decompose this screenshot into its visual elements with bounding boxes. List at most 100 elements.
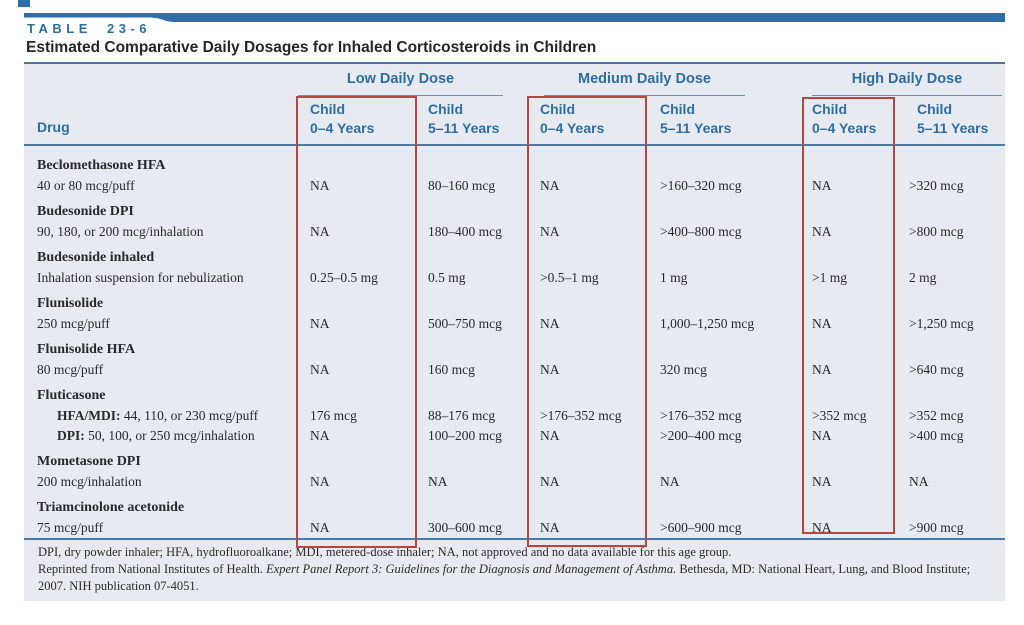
table-row: Fluticasone HFA/MDI: 44, 110, or 230 mcg… (24, 380, 1005, 446)
dose-value: 300–600 mcg (428, 520, 502, 535)
dose-cell: >800 mcg (895, 222, 1005, 242)
column-header-medium-child-0-4: Child 0–4 Years (540, 100, 604, 138)
dose-value: NA (310, 362, 330, 377)
child-label: Child (917, 101, 952, 117)
drug-strength: 250 mcg/puff (37, 316, 110, 331)
drug-strength: Inhalation suspension for nebulization (37, 270, 244, 285)
dose-value: >200–400 mcg (660, 428, 742, 443)
child-label: Child (428, 101, 463, 117)
drug-name: Budesonide inhaled (37, 250, 155, 265)
child-label: Child (660, 101, 695, 117)
drug-strength: 90, 180, or 200 mcg/inhalation (37, 224, 204, 239)
dose-value: 0.5 mg (428, 270, 466, 285)
dose-value: 160 mcg (428, 362, 475, 377)
dose-cell: >1,250 mcg (895, 314, 1005, 334)
table-row: Flunisolide 250 mcg/puff NA 500–750 mcg … (24, 288, 1005, 334)
dose-cell: >0.5–1 mg (527, 268, 647, 288)
dose-value: NA (540, 224, 560, 239)
table-header: Low Daily Dose Medium Daily Dose High Da… (24, 64, 1005, 146)
table-row: Mometasone DPI 200 mcg/inhalation NA NA … (24, 446, 1005, 492)
dose-value: NA (540, 178, 560, 193)
dose-value: 176 mcg (310, 408, 357, 423)
group-label: Medium Daily Dose (578, 71, 711, 87)
group-label: High Daily Dose (851, 71, 963, 87)
dose-cell: NA (802, 222, 895, 242)
formulation-desc: 44, 110, or 230 mcg/puff (120, 408, 259, 423)
age-label: 5–11 Years (428, 120, 500, 136)
dose-cell: >352 mcg >400 mcg (895, 406, 1005, 446)
highlight-box-low-child-0-4 (296, 96, 417, 548)
group-label: Low Daily Dose (346, 71, 455, 87)
dose-value: >600–900 mcg (660, 520, 742, 535)
age-label: 5–11 Years (917, 120, 989, 136)
drug-cell: Beclomethasone HFA 40 or 80 mcg/puff (24, 156, 296, 196)
dose-cell: NA (420, 472, 527, 492)
dose-value: >900 mcg (909, 520, 964, 535)
table-body: Beclomethasone HFA 40 or 80 mcg/puff NA … (24, 146, 1005, 540)
page-corner-mark (18, 0, 30, 7)
dose-cell: >900 mcg (895, 518, 1005, 538)
age-label: 5–11 Years (660, 120, 732, 136)
dose-value: 500–750 mcg (428, 316, 502, 331)
dose-cell: >176–352 mcg >200–400 mcg (647, 406, 802, 446)
column-header-medium-child-5-11: Child 5–11 Years (660, 100, 731, 138)
child-label: Child (812, 101, 847, 117)
dose-value: NA (428, 474, 448, 489)
footnote-abbreviations: DPI, dry powder inhaler; HFA, hydrofluor… (38, 545, 732, 559)
drug-name: Flunisolide HFA (37, 342, 136, 357)
group-header-medium-daily-dose: Medium Daily Dose (544, 71, 745, 96)
table-row: Beclomethasone HFA 40 or 80 mcg/puff NA … (24, 150, 1005, 196)
dose-cell: >352 mcg NA (802, 406, 895, 446)
table-row: Budesonide DPI 90, 180, or 200 mcg/inhal… (24, 196, 1005, 242)
dose-value: >176–352 mcg (660, 408, 742, 423)
dose-value: NA (310, 178, 330, 193)
dose-cell: NA (296, 518, 420, 538)
dose-cell: NA (527, 222, 647, 242)
dose-cell: NA (802, 360, 895, 380)
highlight-box-medium-child-0-4 (527, 96, 647, 547)
dose-cell: NA (802, 518, 895, 538)
dose-cell: NA (802, 176, 895, 196)
dose-value: NA (812, 428, 832, 443)
dose-value: 180–400 mcg (428, 224, 502, 239)
drug-cell: Budesonide inhaled Inhalation suspension… (24, 248, 296, 288)
dose-value: 100–200 mcg (428, 428, 502, 443)
dose-cell: 88–176 mcg 100–200 mcg (420, 406, 527, 446)
drug-strength: DPI: 50, 100, or 250 mcg/inhalation (24, 426, 296, 446)
dose-value: 1,000–1,250 mcg (660, 316, 755, 331)
dose-cell: 1 mg (647, 268, 802, 288)
dose-cell: NA (802, 314, 895, 334)
dose-value: >1 mg (812, 270, 847, 285)
dose-value: >1,250 mcg (909, 316, 974, 331)
dose-value: 88–176 mcg (428, 408, 496, 423)
source-prefix: Reprinted from National Institutes of He… (38, 562, 267, 576)
dose-cell: 500–750 mcg (420, 314, 527, 334)
dose-cell: 2 mg (895, 268, 1005, 288)
dose-cell: >1 mg (802, 268, 895, 288)
dose-cell: 0.25–0.5 mg (296, 268, 420, 288)
table-title: Estimated Comparative Daily Dosages for … (26, 39, 597, 56)
drug-cell: Mometasone DPI 200 mcg/inhalation (24, 452, 296, 492)
dose-cell: 0.5 mg (420, 268, 527, 288)
drug-cell: Flunisolide 250 mcg/puff (24, 294, 296, 334)
drug-strength: 75 mcg/puff (37, 520, 104, 535)
source-suffix: Bethesda, MD: National Heart, Lung, and … (38, 562, 971, 593)
column-header-low-child-5-11: Child 5–11 Years (428, 100, 499, 138)
dose-value: NA (909, 474, 929, 489)
column-header-high-child-5-11: Child 5–11 Years (917, 100, 988, 138)
dose-value: >640 mcg (909, 362, 964, 377)
dose-value: NA (310, 428, 330, 443)
table-row: Flunisolide HFA 80 mcg/puff NA 160 mcg N… (24, 334, 1005, 380)
drug-name: Mometasone DPI (37, 454, 141, 469)
dose-value: NA (812, 474, 832, 489)
dose-value: NA (310, 520, 330, 535)
dose-value: NA (310, 316, 330, 331)
dose-cell: NA (296, 222, 420, 242)
dose-value: NA (540, 316, 560, 331)
dose-value: >400 mcg (909, 428, 964, 443)
dose-value: >352 mcg (812, 408, 867, 423)
drug-name: Fluticasone (37, 388, 106, 403)
column-header-high-child-0-4: Child 0–4 Years (812, 100, 876, 138)
table-footnotes: DPI, dry powder inhaler; HFA, hydrofluor… (24, 540, 1005, 601)
dose-value: 1 mg (660, 270, 688, 285)
